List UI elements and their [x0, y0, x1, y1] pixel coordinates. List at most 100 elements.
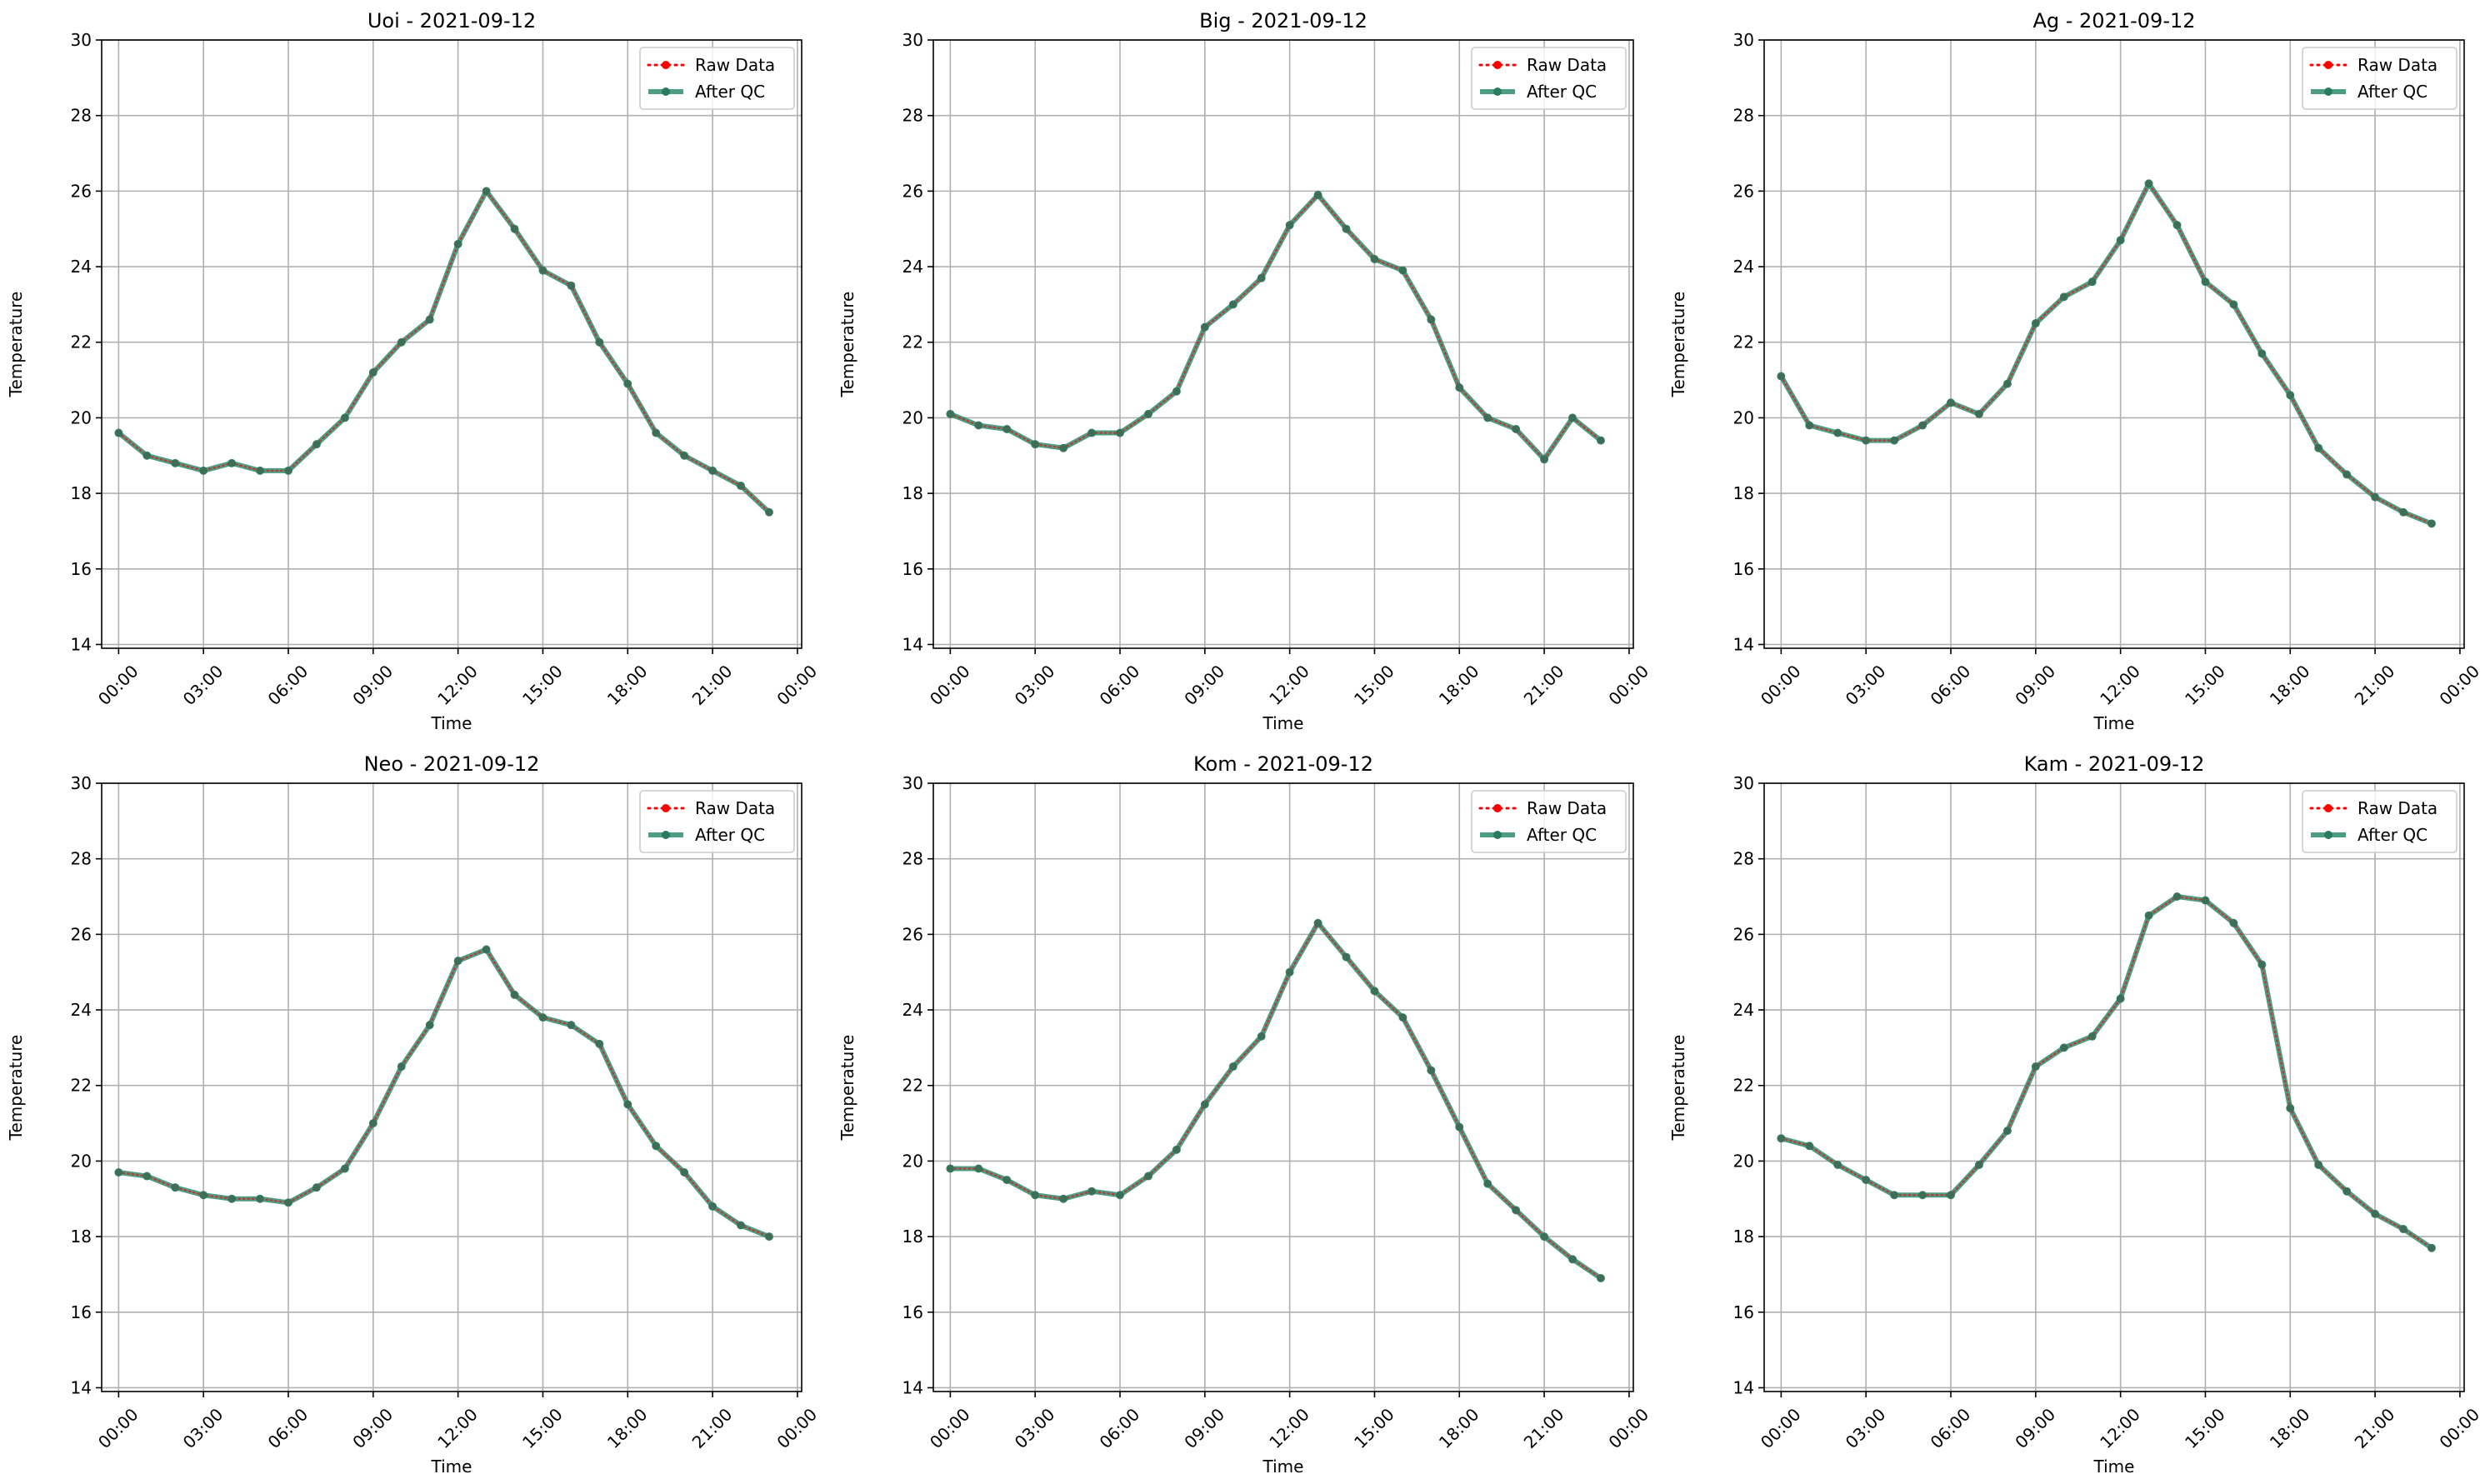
chart-title: Uoi - 2021-09-12 [368, 9, 536, 32]
data-point-after-qc [2342, 1187, 2352, 1196]
data-point-after-qc [2031, 319, 2040, 328]
data-point-after-qc [1918, 421, 1928, 430]
data-point-after-qc [1596, 436, 1605, 445]
data-point-after-qc [340, 413, 349, 422]
data-point-after-qc [2201, 896, 2210, 905]
data-point-after-qc [623, 1100, 632, 1109]
y-tick-label: 28 [902, 106, 923, 126]
data-point-after-qc [482, 945, 491, 954]
y-tick-label: 30 [1733, 30, 1754, 50]
x-axis-label: Time [1262, 1457, 1304, 1477]
data-point-after-qc [1172, 387, 1181, 396]
y-tick-label: 30 [71, 773, 92, 793]
data-point-after-qc [2314, 443, 2323, 452]
series-line-raw-data [949, 193, 1602, 462]
x-axis-label: Time [1262, 713, 1304, 733]
y-tick-label: 16 [71, 1302, 92, 1322]
data-point-after-qc [2342, 470, 2352, 479]
data-point-after-qc [1257, 1032, 1266, 1041]
y-tick-label: 26 [902, 924, 923, 944]
data-point-after-qc [1342, 224, 1351, 233]
legend-marker-after-qc [662, 87, 670, 96]
y-tick-label: 30 [902, 30, 923, 50]
data-point-after-qc [510, 224, 519, 233]
y-tick-label: 18 [71, 483, 92, 503]
data-point-after-qc [680, 1168, 689, 1177]
y-axis-label: Temperature [838, 1035, 858, 1142]
data-point-after-qc [228, 458, 237, 467]
legend: Raw Data After QC [2302, 47, 2458, 110]
data-point-after-qc [1947, 1191, 1955, 1200]
legend-label-raw-data: Raw Data [695, 55, 775, 75]
y-tick-label: 28 [1733, 849, 1754, 869]
series-line-raw-data [118, 189, 771, 513]
data-point-after-qc [2144, 179, 2153, 188]
y-tick-label: 24 [71, 1000, 92, 1020]
data-point-after-qc [1890, 1191, 1899, 1200]
data-point-after-qc [1143, 409, 1152, 418]
y-tick-label: 22 [71, 1076, 92, 1096]
y-tick-label: 30 [71, 30, 92, 50]
data-point-after-qc [2286, 1103, 2295, 1112]
y-tick-label: 22 [71, 332, 92, 352]
y-tick-label: 20 [902, 1151, 923, 1171]
data-point-after-qc [1398, 1013, 1408, 1022]
data-point-after-qc [2172, 221, 2182, 230]
data-point-after-qc [538, 1013, 548, 1022]
data-point-after-qc [1974, 409, 1983, 418]
data-point-after-qc [1313, 918, 1322, 927]
data-point-after-qc [2427, 519, 2436, 528]
legend-marker-after-qc [662, 831, 670, 839]
legend-label-raw-data: Raw Data [695, 798, 775, 818]
legend-marker-raw-data [1493, 61, 1502, 69]
data-point-after-qc [1833, 428, 1842, 437]
data-point-after-qc [256, 466, 265, 475]
data-point-after-qc [425, 315, 434, 324]
data-point-after-qc [312, 440, 321, 449]
chart-title: Big - 2021-09-12 [1199, 9, 1368, 32]
y-tick-label: 30 [1733, 773, 1754, 793]
data-point-after-qc [1568, 1255, 1578, 1264]
data-point-after-qc [1805, 421, 1814, 430]
data-point-after-qc [737, 482, 746, 491]
data-point-after-qc [1228, 300, 1238, 309]
data-point-after-qc [1974, 1160, 1983, 1169]
data-point-after-qc [397, 1062, 406, 1072]
data-point-after-qc [2229, 918, 2238, 927]
legend-marker-raw-data [1493, 804, 1502, 812]
data-point-after-qc [1833, 1160, 1842, 1169]
data-point-after-qc [2088, 1032, 2097, 1041]
data-point-after-qc [2371, 1209, 2380, 1218]
data-point-after-qc [1059, 443, 1068, 452]
y-tick-label: 16 [902, 1302, 923, 1322]
y-tick-label: 28 [71, 106, 92, 126]
legend-marker-raw-data [662, 61, 670, 69]
x-axis-label: Time [2093, 713, 2135, 733]
x-axis-label: Time [431, 713, 472, 733]
y-tick-label: 14 [902, 634, 923, 654]
y-tick-label: 22 [902, 332, 923, 352]
y-tick-label: 26 [902, 181, 923, 201]
y-tick-label: 22 [902, 1076, 923, 1096]
y-tick-label: 28 [902, 849, 923, 869]
legend: Raw Data After QC [639, 790, 795, 853]
data-point-after-qc [142, 451, 152, 460]
legend-label-after-qc: After QC [1527, 82, 1597, 102]
data-point-after-qc [974, 421, 983, 430]
y-tick-label: 14 [71, 634, 92, 654]
plot-frame [101, 39, 802, 649]
data-point-after-qc [1116, 428, 1124, 437]
y-tick-label: 30 [902, 773, 923, 793]
data-point-after-qc [567, 1021, 576, 1030]
data-point-after-qc [1777, 372, 1786, 381]
data-point-after-qc [2229, 300, 2238, 309]
data-point-after-qc [623, 379, 632, 388]
data-point-after-qc [2172, 892, 2182, 902]
data-point-after-qc [708, 466, 718, 475]
data-point-after-qc [284, 466, 292, 475]
data-point-after-qc [1228, 1062, 1238, 1072]
data-point-after-qc [1540, 455, 1549, 464]
data-point-after-qc [453, 957, 462, 966]
data-point-after-qc [1862, 436, 1871, 445]
legend-marker-after-qc [2324, 831, 2332, 839]
